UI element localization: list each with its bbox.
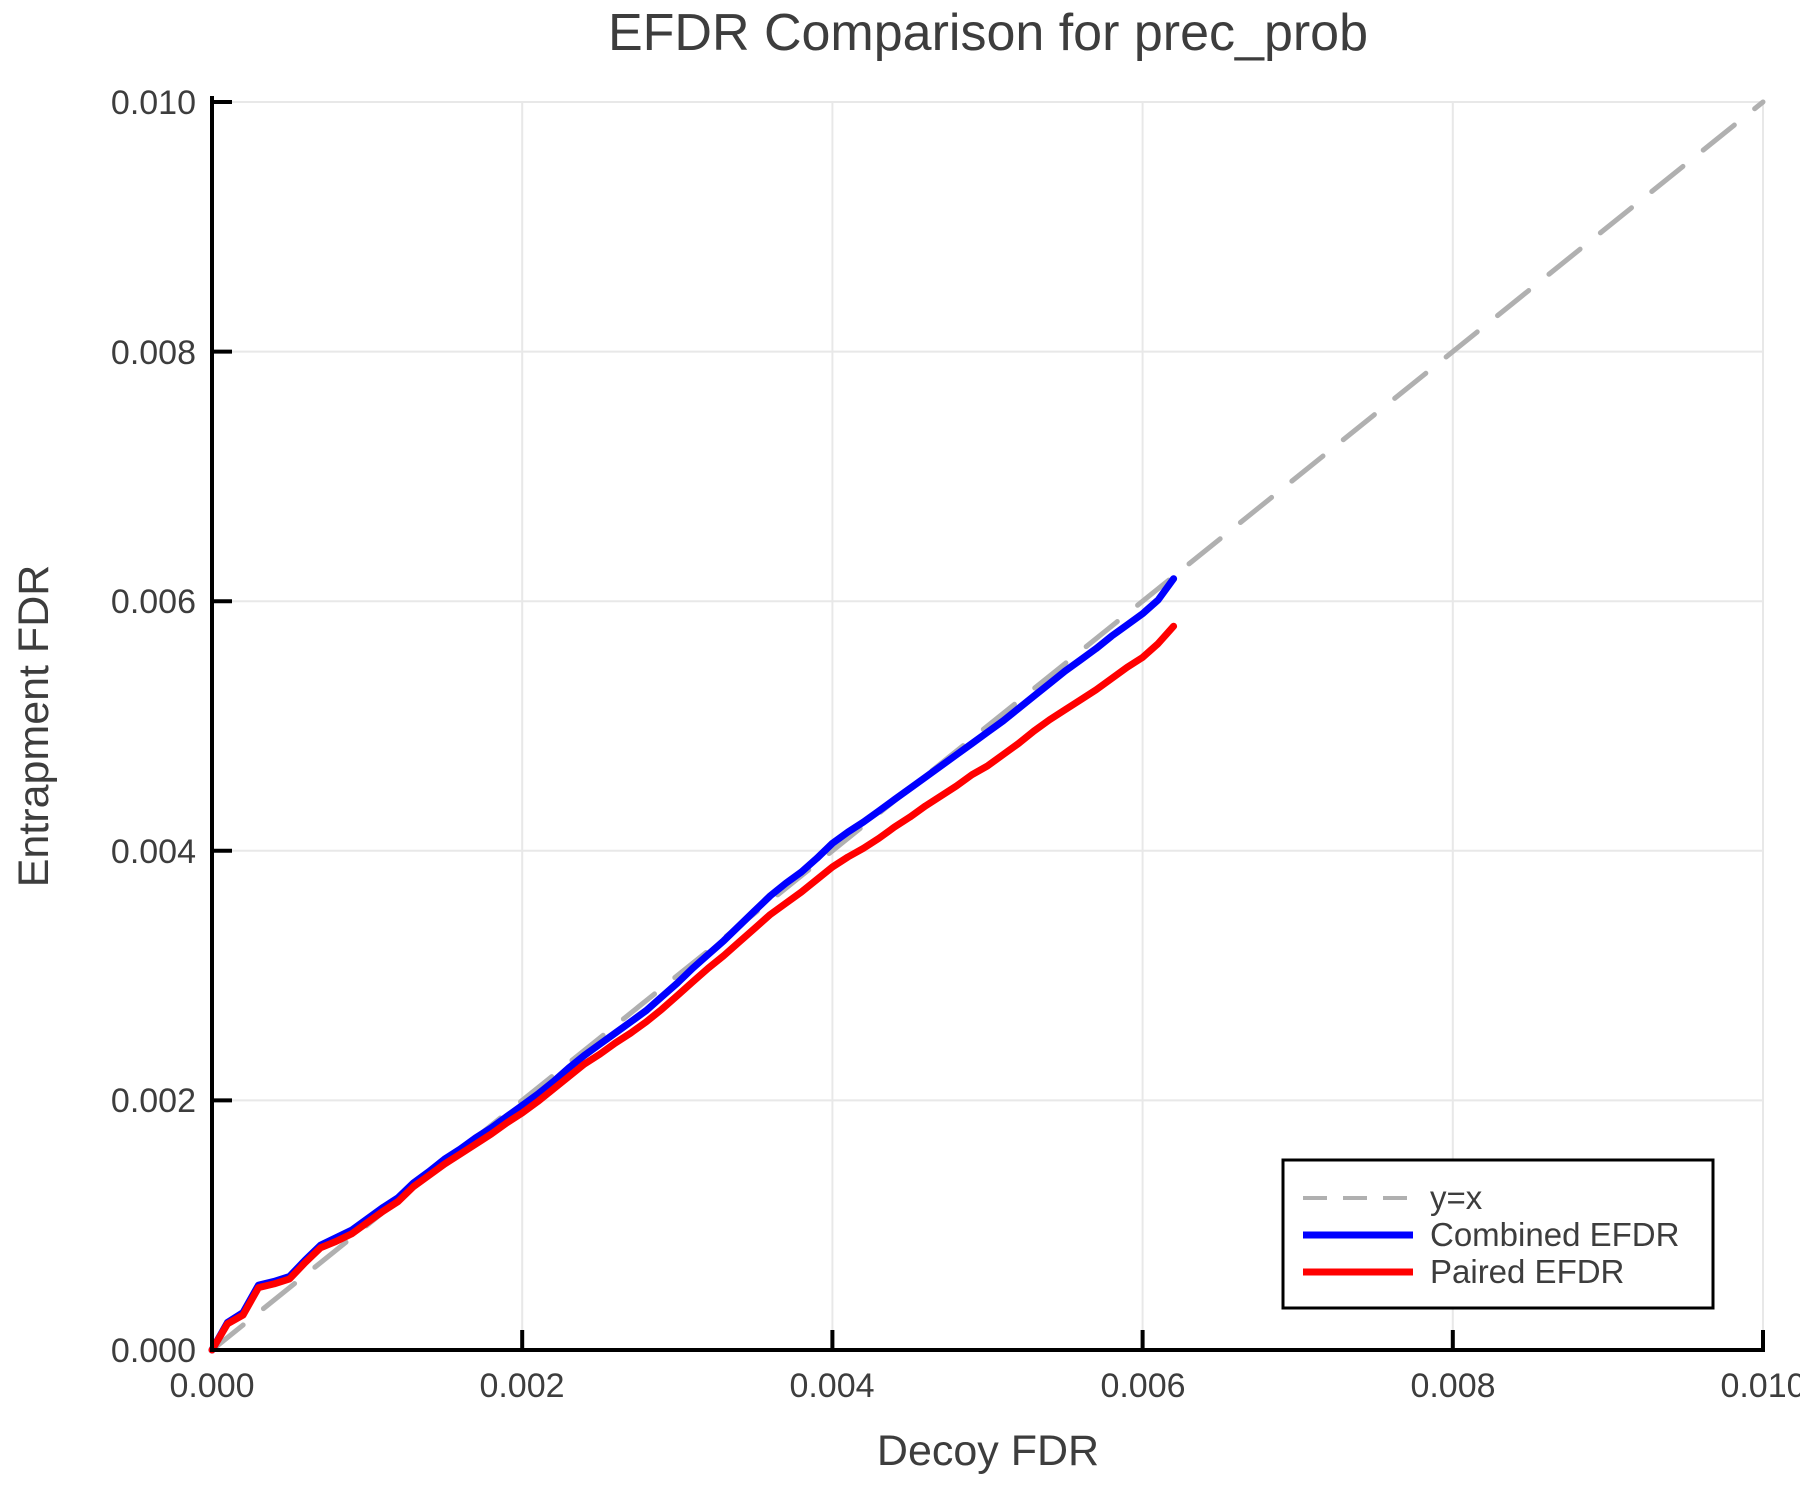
axes-spines: [210, 96, 1765, 1352]
x-tick-label: 0.002: [479, 1367, 564, 1405]
y-tick-label: 0.002: [111, 1082, 196, 1120]
y-tick-labels: 0.000 0.002 0.004 0.006 0.008 0.010: [111, 84, 196, 1370]
legend-paired-label: Paired EFDR: [1430, 1253, 1624, 1290]
y-tick-label: 0.006: [111, 583, 196, 621]
x-tick-label: 0.008: [1410, 1367, 1495, 1405]
y-axis-label: Entrapment FDR: [10, 565, 58, 888]
x-tick-labels: 0.000 0.002 0.004 0.006 0.008 0.010: [169, 1367, 1800, 1405]
x-tick-label: 0.004: [789, 1367, 874, 1405]
x-axis-label: Decoy FDR: [877, 1427, 1099, 1475]
legend-combined-label: Combined EFDR: [1430, 1216, 1679, 1253]
paired-efdr-line: [208, 622, 1178, 1354]
legend-identity-label: y=x: [1430, 1179, 1483, 1216]
chart-title: EFDR Comparison for prec_prob: [608, 4, 1368, 62]
x-tick-label: 0.006: [1100, 1367, 1185, 1405]
y-tick-label: 0.000: [111, 1332, 196, 1370]
x-tick-label: 0.010: [1720, 1367, 1800, 1405]
x-tick-label: 0.000: [169, 1367, 254, 1405]
y-tick-label: 0.010: [111, 84, 196, 122]
y-tick-label: 0.004: [111, 833, 196, 871]
legend: y=x Combined EFDR Paired EFDR: [1281, 1158, 1715, 1310]
y-tick-label: 0.008: [111, 334, 196, 372]
tick-marks: [210, 100, 1765, 1352]
